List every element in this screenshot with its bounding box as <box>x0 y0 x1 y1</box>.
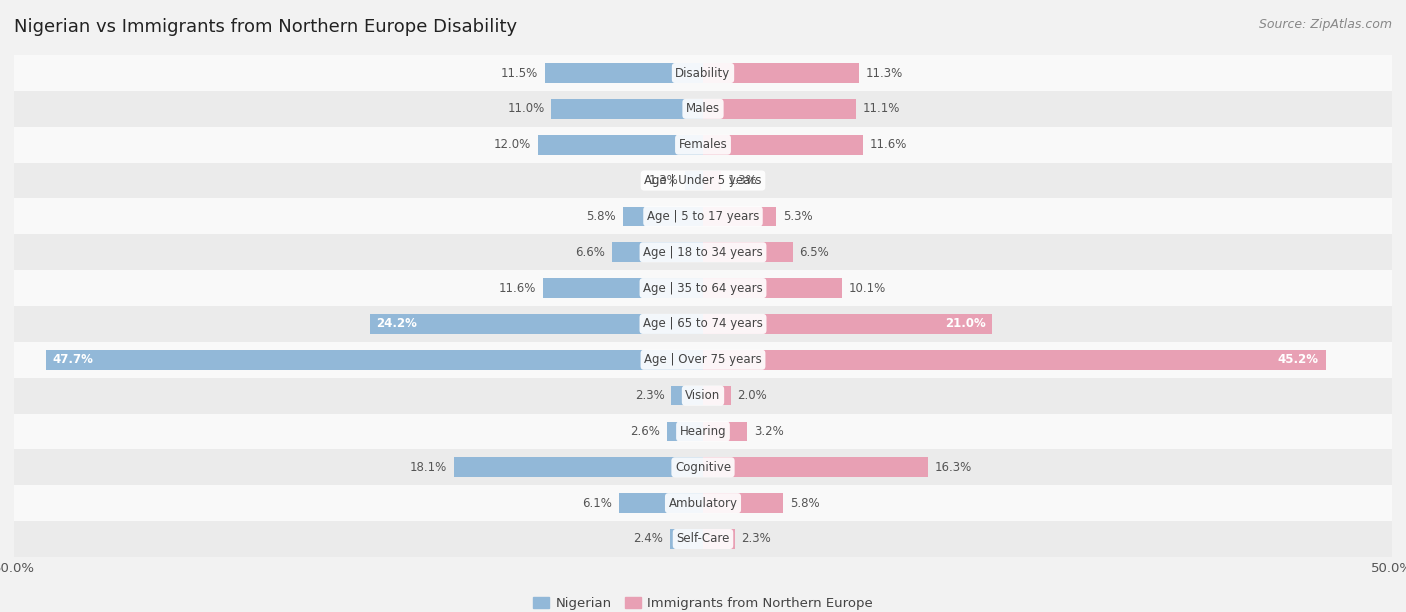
Bar <box>671 386 703 406</box>
Bar <box>703 350 1326 370</box>
Bar <box>370 314 703 334</box>
Text: 16.3%: 16.3% <box>935 461 972 474</box>
Text: 6.5%: 6.5% <box>800 246 830 259</box>
Text: Age | 35 to 64 years: Age | 35 to 64 years <box>643 282 763 294</box>
Text: Cognitive: Cognitive <box>675 461 731 474</box>
Text: 5.8%: 5.8% <box>790 497 820 510</box>
Text: 12.0%: 12.0% <box>494 138 531 151</box>
Text: 47.7%: 47.7% <box>52 353 94 366</box>
Text: 2.0%: 2.0% <box>738 389 768 402</box>
Bar <box>703 457 928 477</box>
Bar <box>14 55 1392 91</box>
Bar <box>14 127 1392 163</box>
Bar <box>14 449 1392 485</box>
Bar <box>703 278 842 298</box>
Text: Males: Males <box>686 102 720 115</box>
Bar <box>551 99 703 119</box>
Bar <box>537 135 703 155</box>
Bar <box>623 206 703 226</box>
Text: 6.6%: 6.6% <box>575 246 605 259</box>
Text: 24.2%: 24.2% <box>377 318 418 330</box>
Bar <box>14 342 1392 378</box>
Bar <box>543 278 703 298</box>
Text: 45.2%: 45.2% <box>1278 353 1319 366</box>
Bar <box>14 270 1392 306</box>
Text: 2.6%: 2.6% <box>630 425 661 438</box>
Bar <box>619 493 703 513</box>
Bar <box>14 521 1392 557</box>
Bar <box>14 234 1392 270</box>
Text: 10.1%: 10.1% <box>849 282 886 294</box>
Legend: Nigerian, Immigrants from Northern Europe: Nigerian, Immigrants from Northern Europ… <box>527 592 879 612</box>
Bar <box>703 529 735 549</box>
Text: Age | 65 to 74 years: Age | 65 to 74 years <box>643 318 763 330</box>
Bar <box>703 493 783 513</box>
Text: Females: Females <box>679 138 727 151</box>
Text: 2.4%: 2.4% <box>633 532 664 545</box>
Text: Hearing: Hearing <box>679 425 727 438</box>
Text: 5.3%: 5.3% <box>783 210 813 223</box>
Text: Self-Care: Self-Care <box>676 532 730 545</box>
Bar <box>703 135 863 155</box>
Bar <box>14 306 1392 342</box>
Text: 21.0%: 21.0% <box>945 318 986 330</box>
Text: 3.2%: 3.2% <box>754 425 783 438</box>
Bar <box>14 485 1392 521</box>
Text: Vision: Vision <box>685 389 721 402</box>
Text: 6.1%: 6.1% <box>582 497 612 510</box>
Text: 2.3%: 2.3% <box>634 389 665 402</box>
Text: 11.5%: 11.5% <box>501 67 537 80</box>
Bar <box>669 529 703 549</box>
Bar <box>703 422 747 441</box>
Bar <box>703 386 731 406</box>
Bar <box>703 242 793 262</box>
Bar <box>612 242 703 262</box>
Text: Age | Over 75 years: Age | Over 75 years <box>644 353 762 366</box>
Text: Source: ZipAtlas.com: Source: ZipAtlas.com <box>1258 18 1392 31</box>
Text: Disability: Disability <box>675 67 731 80</box>
Bar <box>14 198 1392 234</box>
Bar <box>454 457 703 477</box>
Bar <box>703 314 993 334</box>
Bar <box>544 63 703 83</box>
Text: 11.6%: 11.6% <box>499 282 536 294</box>
Bar <box>14 91 1392 127</box>
Text: Age | Under 5 years: Age | Under 5 years <box>644 174 762 187</box>
Bar <box>46 350 703 370</box>
Bar <box>703 206 776 226</box>
Text: 11.3%: 11.3% <box>866 67 903 80</box>
Bar <box>14 414 1392 449</box>
Bar <box>14 163 1392 198</box>
Text: 11.1%: 11.1% <box>863 102 900 115</box>
Text: Age | 18 to 34 years: Age | 18 to 34 years <box>643 246 763 259</box>
Text: 1.3%: 1.3% <box>648 174 678 187</box>
Text: 11.6%: 11.6% <box>870 138 907 151</box>
Text: Age | 5 to 17 years: Age | 5 to 17 years <box>647 210 759 223</box>
Text: Ambulatory: Ambulatory <box>668 497 738 510</box>
Bar <box>685 171 703 190</box>
Text: 1.3%: 1.3% <box>728 174 758 187</box>
Text: Nigerian vs Immigrants from Northern Europe Disability: Nigerian vs Immigrants from Northern Eur… <box>14 18 517 36</box>
Text: 11.0%: 11.0% <box>508 102 544 115</box>
Text: 18.1%: 18.1% <box>409 461 447 474</box>
Text: 2.3%: 2.3% <box>741 532 772 545</box>
Bar <box>14 378 1392 414</box>
Text: 5.8%: 5.8% <box>586 210 616 223</box>
Bar <box>703 63 859 83</box>
Bar <box>703 99 856 119</box>
Bar <box>668 422 703 441</box>
Bar <box>703 171 721 190</box>
